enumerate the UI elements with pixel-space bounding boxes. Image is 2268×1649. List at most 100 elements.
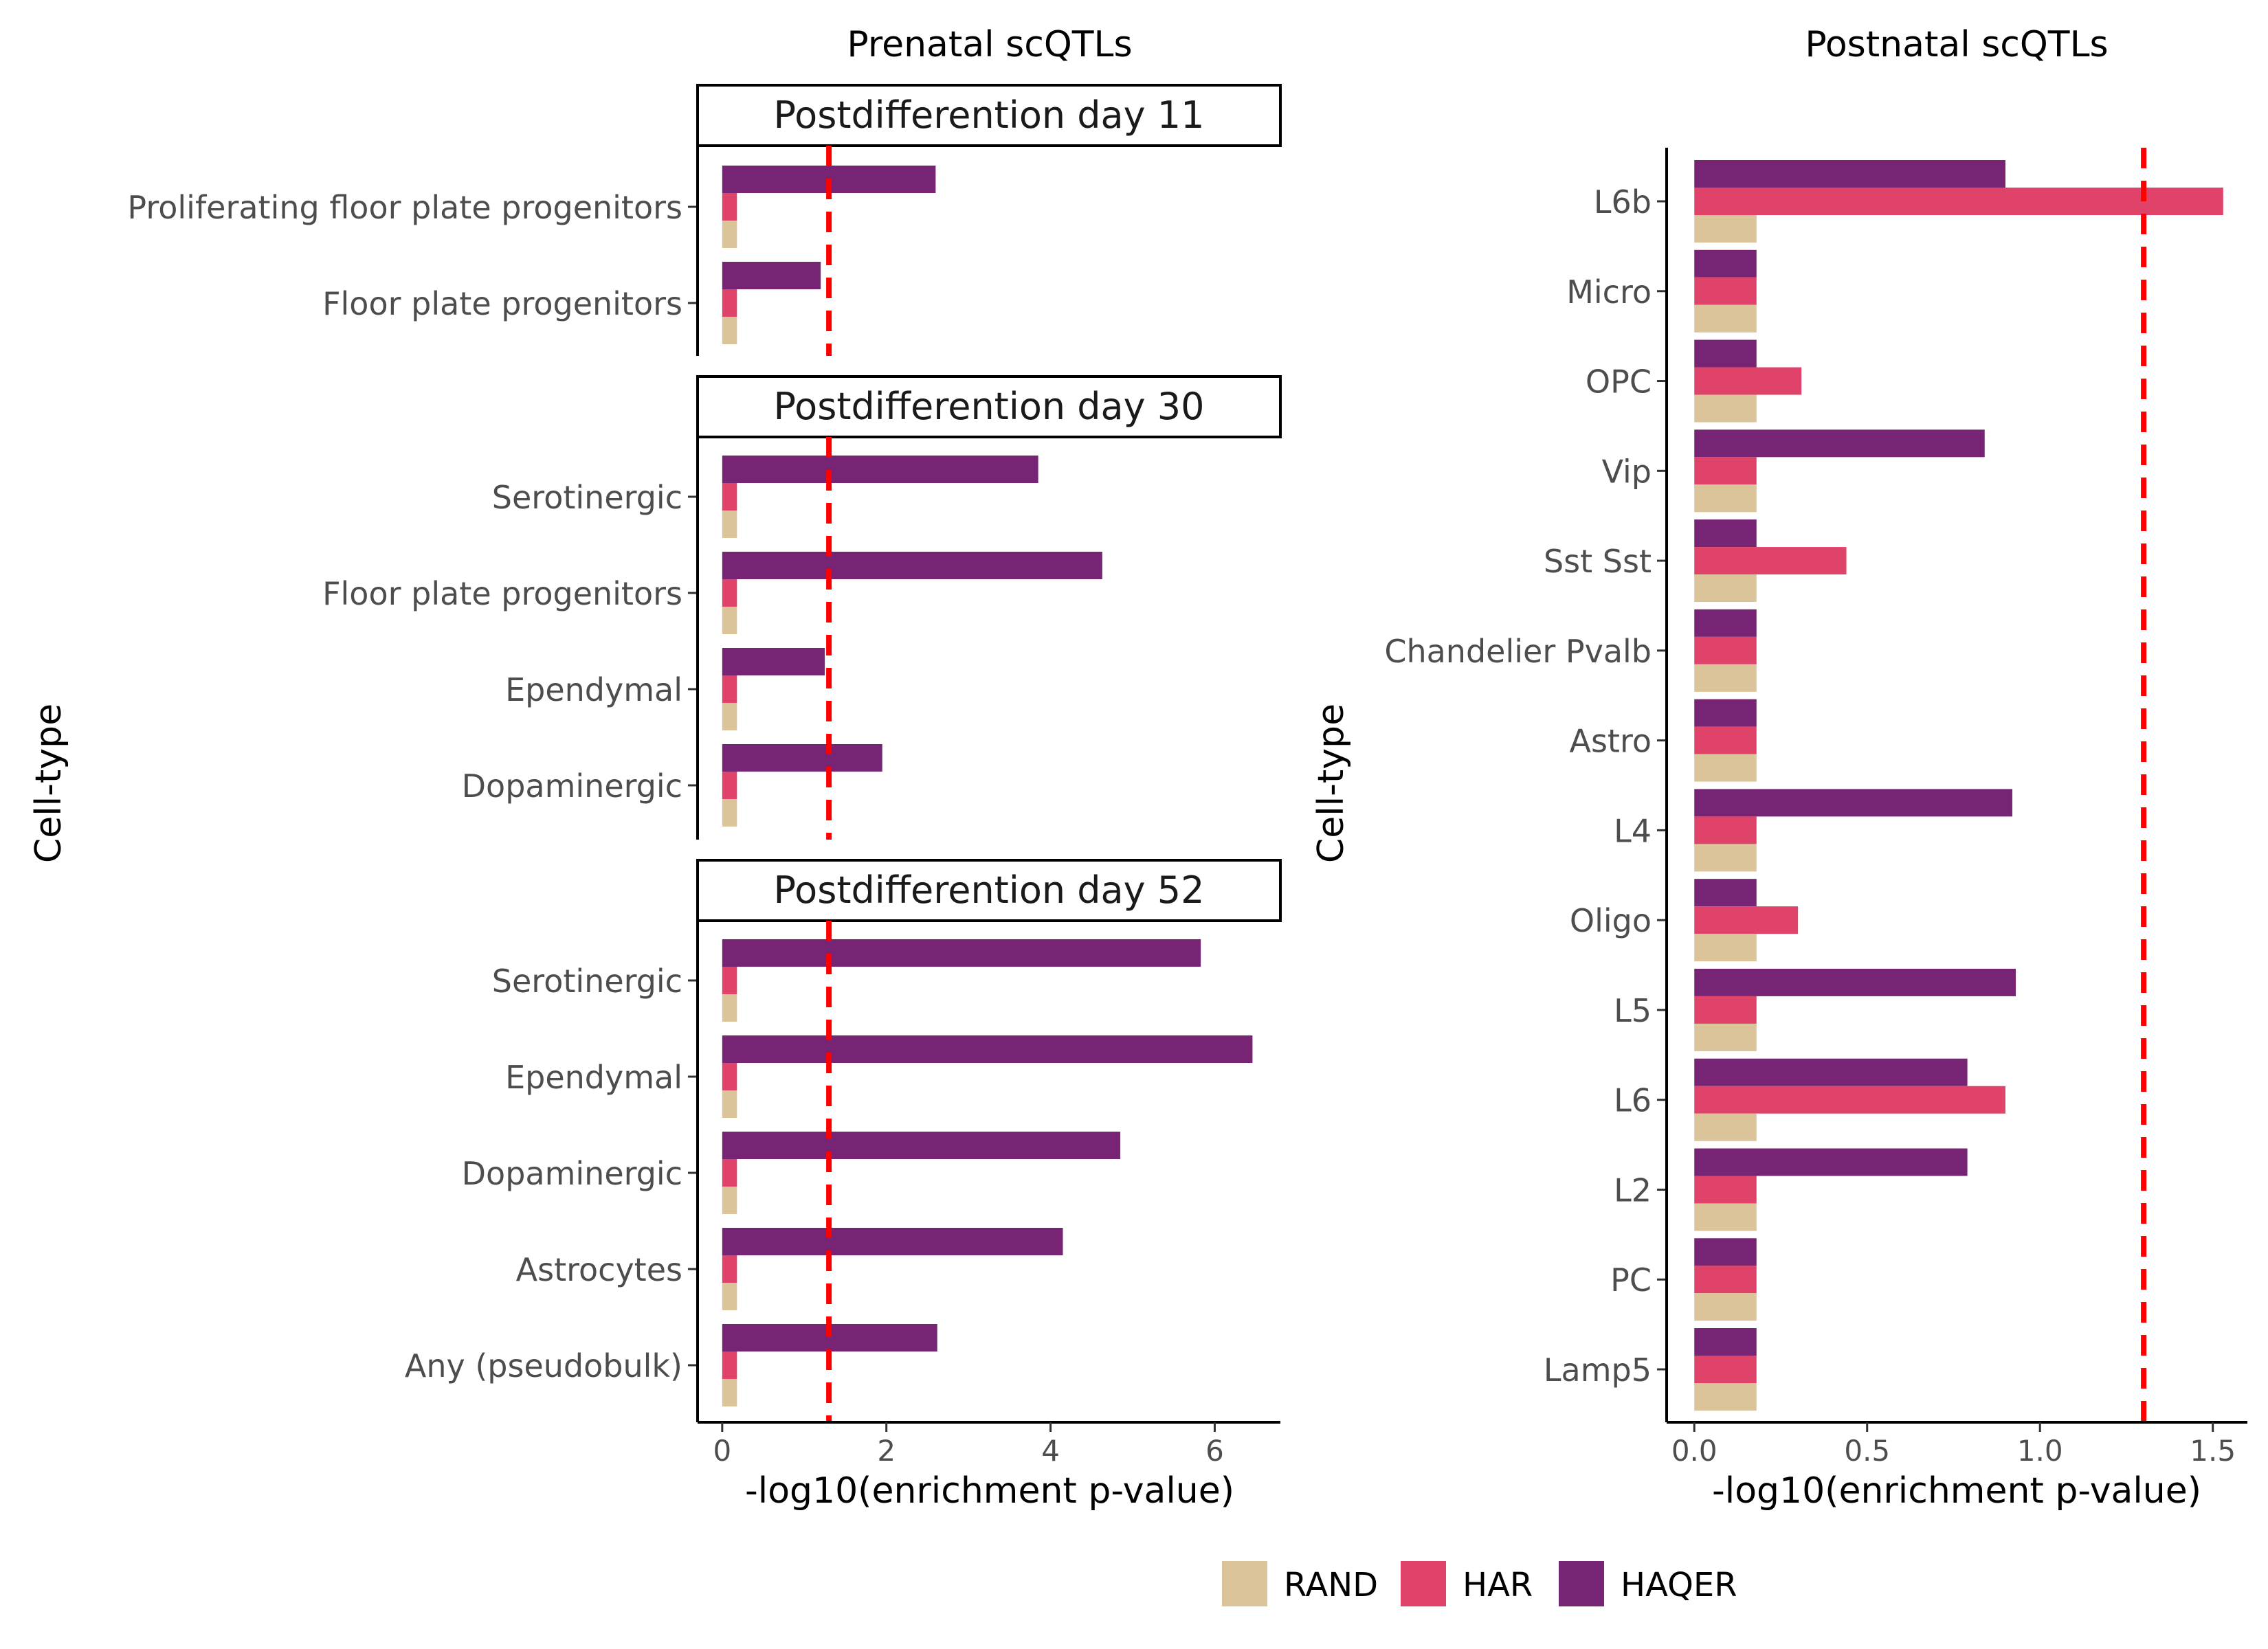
prenatal-postdifferention-day-11-ytick-label-proliferating-floor-plate-progenitors: Proliferating floor plate progenitors (127, 189, 682, 226)
prenatal-postdifferention-day-30-bar-serotinergic-rand (722, 511, 737, 538)
postnatal-xtick-label-0-5: 0.5 (1844, 1434, 1890, 1468)
prenatal-postdifferention-day-30-bar-dopaminergic-har (722, 772, 737, 799)
facet-strip-day30-label: Postdifferention day 30 (774, 385, 1205, 428)
prenatal-postdifferention-day-30-bar-dopaminergic-haqer (722, 744, 882, 772)
prenatal-postdifferention-day-30-bar-ependymal-rand (722, 703, 737, 730)
postnatal-ytick-label-l4: L4 (1614, 812, 1652, 849)
prenatal-postdifferention-day-30-bar-floor-plate-progenitors-haqer (722, 552, 1102, 579)
postnatal-bar-l6b-rand (1694, 215, 1757, 243)
left-xaxis-title: -log10(enrichment p-value) (745, 1470, 1234, 1512)
postnatal-bar-pc-haqer (1694, 1238, 1757, 1266)
prenatal-postdifferention-day-30-ytick-label-serotinergic: Serotinergic (492, 479, 682, 516)
postnatal-bar-l2-haqer (1694, 1148, 1968, 1176)
prenatal-postdifferention-day-11-ytick-label-floor-plate-progenitors: Floor plate progenitors (322, 285, 682, 322)
prenatal-postdifferention-day-30-ytick-label-floor-plate-progenitors: Floor plate progenitors (322, 575, 682, 612)
postnatal-bar-vip-har (1694, 457, 1757, 485)
postnatal-bar-sst-sst-rand (1694, 574, 1757, 603)
postnatal-bar-oligo-haqer (1694, 879, 1757, 907)
prenatal-postdifferention-day-52-ytick-label-any-pseudobulk: Any (pseudobulk) (405, 1347, 682, 1384)
prenatal-postdifferention-day-52-bar-astrocytes-haqer (722, 1228, 1063, 1255)
prenatal-postdifferention-day-30-bar-ependymal-har (722, 675, 737, 703)
postnatal-bar-chandelier-pvalb-haqer (1694, 609, 1757, 637)
postnatal-bar-opc-rand (1694, 394, 1757, 423)
prenatal-xtick-label-6: 6 (1205, 1434, 1224, 1468)
facet-strip-day52: Postdifferention day 52 (696, 859, 1282, 922)
postnatal-bar-sst-sst-haqer (1694, 519, 1757, 548)
legend-label-rand: RAND (1284, 1566, 1378, 1604)
postnatal-ytick-label-pc: PC (1610, 1261, 1652, 1299)
prenatal-postdifferention-day-52-ytick-label-dopaminergic: Dopaminergic (462, 1155, 682, 1192)
postnatal-bar-l4-rand (1694, 844, 1757, 872)
postnatal-ytick-label-l2: L2 (1614, 1171, 1652, 1209)
prenatal-postdifferention-day-52-ytick-label-serotinergic: Serotinergic (492, 963, 682, 1000)
prenatal-postdifferention-day-30-bar-ependymal-haqer (722, 648, 825, 675)
facet-strip-day30: Postdifferention day 30 (696, 375, 1282, 438)
postnatal-ytick-label-chandelier-pvalb: Chandelier Pvalb (1384, 633, 1652, 670)
prenatal-postdifferention-day-52-bar-any-pseudobulk-har (722, 1351, 737, 1379)
prenatal-postdifferention-day-52-ytick-label-ependymal: Ependymal (505, 1059, 682, 1096)
postnatal-bar-l6b-haqer (1694, 160, 2005, 188)
right-chart-title: Postnatal scQTLs (1805, 24, 2108, 65)
postnatal-bar-astro-haqer (1694, 699, 1757, 727)
right-yaxis-title: Cell-type (1311, 704, 1352, 863)
chart-axes: Proliferating floor plate progenitors Flo… (127, 146, 2247, 1468)
postnatal-bar-micro-haqer (1694, 249, 1757, 278)
prenatal-postdifferention-day-52-ytick-label-astrocytes: Astrocytes (516, 1251, 682, 1288)
postnatal-ytick-label-astro: Astro (1569, 723, 1652, 760)
postnatal-bar-l4-har (1694, 816, 1757, 844)
postnatal-bar-lamp5-haqer (1694, 1328, 1757, 1356)
left-yaxis-title: Cell-type (28, 704, 69, 863)
legend-swatch-har (1401, 1561, 1446, 1606)
postnatal-bar-lamp5-har (1694, 1356, 1757, 1384)
prenatal-postdifferention-day-30-bar-serotinergic-har (722, 483, 737, 511)
postnatal-bar-astro-har (1694, 726, 1757, 754)
postnatal-xtick-label-0: 0.0 (1671, 1434, 1717, 1468)
postnatal-ytick-label-l6: L6 (1614, 1082, 1652, 1119)
prenatal-postdifferention-day-52-bar-serotinergic-haqer (722, 939, 1201, 967)
facet-strip-day11: Postdifferention day 11 (696, 84, 1282, 147)
postnatal-bar-opc-har (1694, 367, 1802, 395)
postnatal-bar-l6-rand (1694, 1113, 1757, 1141)
postnatal-xtick-label-1: 1.0 (2017, 1434, 2063, 1468)
postnatal-bar-l4-haqer (1694, 789, 2012, 817)
postnatal-bar-l6-har (1694, 1086, 2005, 1114)
prenatal-postdifferention-day-30-bar-floor-plate-progenitors-rand (722, 607, 737, 634)
prenatal-postdifferention-day-52-bar-ependymal-rand (722, 1090, 737, 1118)
prenatal-xtick-label-0: 0 (713, 1434, 731, 1468)
prenatal-postdifferention-day-52-bar-ependymal-har (722, 1063, 737, 1090)
postnatal-ytick-label-lamp5: Lamp5 (1544, 1351, 1652, 1389)
postnatal-bar-chandelier-pvalb-har (1694, 636, 1757, 664)
postnatal-ytick-label-sst-sst: Sst Sst (1544, 543, 1652, 580)
postnatal-bar-pc-rand (1694, 1293, 1757, 1321)
postnatal-bar-l2-rand (1694, 1203, 1757, 1231)
prenatal-postdifferention-day-52-bar-dopaminergic-har (722, 1159, 737, 1187)
prenatal-postdifferention-day-30-ytick-label-ependymal: Ependymal (505, 671, 682, 708)
right-xaxis-title: -log10(enrichment p-value) (1712, 1470, 2201, 1512)
postnatal-ytick-label-l6b: L6b (1594, 183, 1652, 221)
postnatal-bar-lamp5-rand (1694, 1383, 1757, 1411)
left-chart-title: Prenatal scQTLs (847, 24, 1132, 65)
legend-label-har: HAR (1463, 1566, 1533, 1604)
prenatal-postdifferention-day-52-bar-dopaminergic-rand (722, 1187, 737, 1214)
postnatal-bar-l6-haqer (1694, 1058, 1968, 1086)
postnatal-bar-l5-rand (1694, 1023, 1757, 1051)
postnatal-ytick-label-vip: Vip (1602, 453, 1652, 490)
postnatal-ytick-label-oligo: Oligo (1570, 902, 1652, 939)
prenatal-postdifferention-day-52-bar-any-pseudobulk-rand (722, 1379, 737, 1406)
postnatal-bar-opc-haqer (1694, 339, 1757, 368)
legend-swatch-haqer (1559, 1561, 1604, 1606)
prenatal-postdifferention-day-52-bar-serotinergic-har (722, 967, 737, 994)
postnatal-bar-l2-har (1694, 1176, 1757, 1204)
postnatal-bar-pc-har (1694, 1266, 1757, 1294)
legend: RAND HAR HAQER (1222, 1561, 1737, 1606)
postnatal-bar-oligo-har (1694, 906, 1799, 934)
prenatal-postdifferention-day-30-bar-serotinergic-haqer (722, 456, 1038, 483)
facet-strip-day11-label: Postdifferention day 11 (774, 93, 1205, 137)
prenatal-postdifferention-day-30-bar-dopaminergic-rand (722, 799, 737, 827)
postnatal-bar-oligo-rand (1694, 934, 1757, 962)
postnatal-bar-micro-har (1694, 277, 1757, 305)
postnatal-ytick-label-micro: Micro (1566, 273, 1652, 311)
legend-swatch-rand (1222, 1561, 1267, 1606)
postnatal-bar-chandelier-pvalb-rand (1694, 664, 1757, 692)
